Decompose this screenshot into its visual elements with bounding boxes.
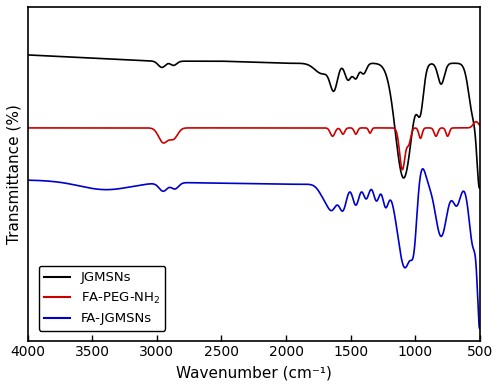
FA-JGMSNs [214, 181, 220, 185]
FA-PEG-NH$_2$ [400, 168, 406, 172]
X-axis label: Wavenumber (cm⁻¹): Wavenumber (cm⁻¹) [176, 365, 332, 380]
JGMSNs [240, 60, 246, 64]
FA-PEG-NH$_2$ [440, 126, 446, 131]
FA-JGMSNs [353, 203, 359, 207]
FA-PEG-NH$_2$ [214, 126, 220, 130]
FA-PEG-NH$_2$ [240, 126, 246, 130]
FA-JGMSNs [476, 326, 482, 331]
FA-JGMSNs [218, 181, 224, 185]
FA-JGMSNs [24, 178, 30, 182]
JGMSNs [353, 76, 359, 81]
FA-JGMSNs [440, 229, 446, 234]
FA-JGMSNs [463, 195, 469, 200]
FA-JGMSNs [420, 166, 426, 171]
FA-PEG-NH$_2$ [24, 126, 30, 130]
FA-PEG-NH$_2$ [463, 125, 469, 130]
Line: FA-PEG-NH$_2$: FA-PEG-NH$_2$ [28, 122, 480, 170]
Y-axis label: Transmittance (%): Transmittance (%) [7, 104, 22, 244]
FA-PEG-NH$_2$ [218, 126, 224, 130]
FA-PEG-NH$_2$ [353, 132, 359, 136]
Line: FA-JGMSNs: FA-JGMSNs [28, 169, 480, 329]
JGMSNs [476, 186, 482, 190]
FA-PEG-NH$_2$ [473, 119, 479, 124]
Legend: JGMSNs, FA-PEG-NH$_2$, FA-JGMSNs: JGMSNs, FA-PEG-NH$_2$, FA-JGMSNs [38, 266, 166, 331]
JGMSNs [218, 59, 224, 63]
FA-JGMSNs [477, 325, 483, 330]
Line: JGMSNs: JGMSNs [28, 55, 480, 188]
JGMSNs [477, 184, 483, 189]
FA-PEG-NH$_2$ [477, 123, 483, 128]
JGMSNs [214, 59, 220, 63]
JGMSNs [440, 77, 446, 82]
FA-JGMSNs [240, 181, 246, 186]
JGMSNs [463, 75, 469, 79]
JGMSNs [24, 53, 30, 57]
